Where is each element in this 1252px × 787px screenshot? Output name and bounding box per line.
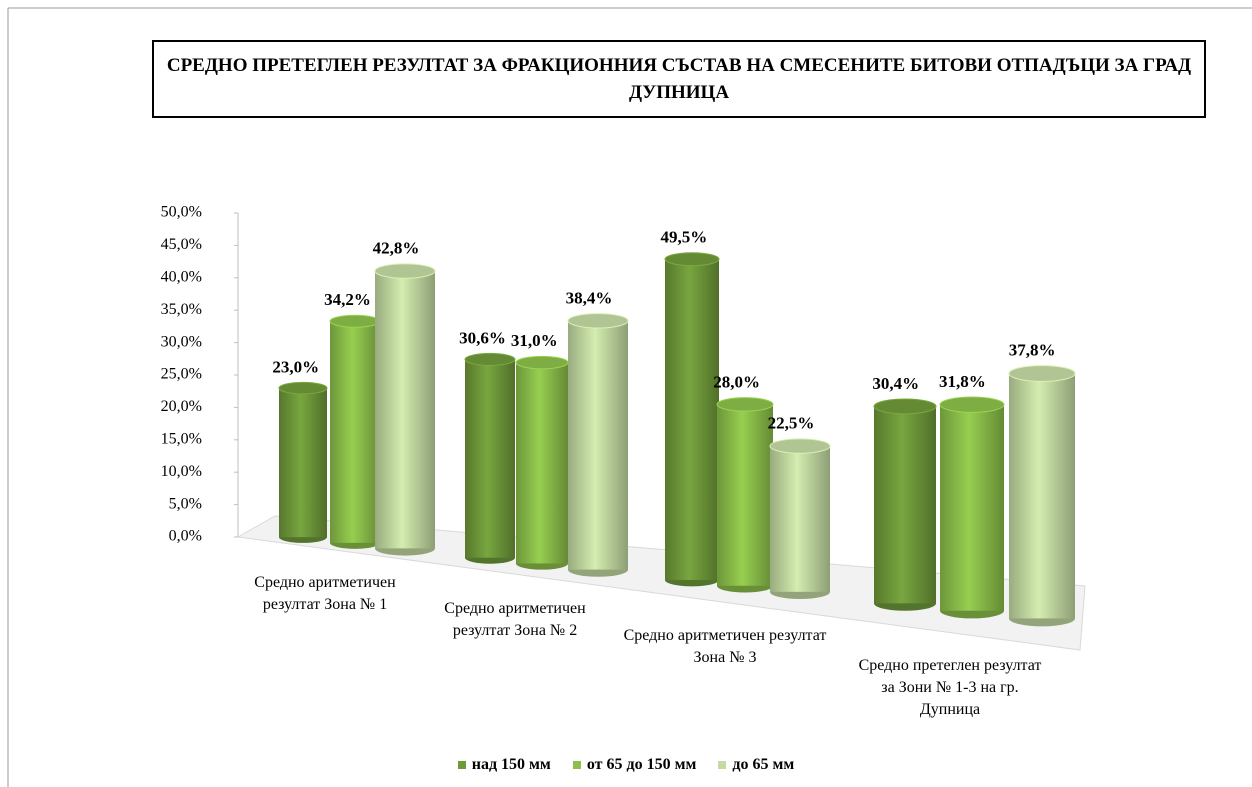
x-tick-label: Средно претеглен резултат за Зони № 1-3 …	[858, 657, 1042, 718]
value-label: 34,2%	[324, 290, 371, 309]
bar-top	[374, 263, 436, 279]
value-label: 23,0%	[272, 357, 319, 376]
y-tick-label: 5,0%	[169, 495, 202, 512]
value-label: 28,0%	[713, 373, 760, 392]
legend-label: до 65 мм	[732, 756, 795, 773]
y-tick-label: 10,0%	[161, 463, 202, 480]
x-tick-label: Средно аритметичен резултат Зона № 3	[623, 627, 827, 666]
legend-swatch	[457, 761, 466, 769]
y-tick-label: 30,0%	[161, 333, 202, 350]
bar	[665, 259, 719, 580]
y-tick-label: 35,0%	[161, 301, 202, 318]
value-label: 30,6%	[459, 328, 506, 347]
bar	[1009, 373, 1075, 619]
bar	[375, 271, 435, 549]
bar-top	[278, 381, 328, 395]
bar	[516, 362, 568, 564]
legend-swatch	[718, 761, 727, 769]
bar	[330, 321, 380, 543]
y-tick-label: 0,0%	[169, 528, 202, 545]
y-tick-label: 45,0%	[161, 236, 202, 253]
value-label: 38,4%	[566, 288, 613, 307]
value-label: 30,4%	[872, 374, 919, 393]
bar	[279, 388, 327, 538]
legend-label: от 65 до 150 мм	[586, 756, 697, 773]
bar	[874, 406, 936, 604]
bar	[770, 446, 830, 592]
bar-top	[769, 438, 831, 454]
value-label: 31,8%	[939, 372, 986, 391]
legend-item: от 65 до 150 мм	[572, 756, 697, 774]
bar-top	[1008, 365, 1076, 382]
bar-top	[464, 352, 516, 366]
bar-top	[939, 396, 1005, 413]
chart-title: СРЕДНО ПРЕТЕГЛЕН РЕЗУЛТАТ ЗА ФРАКЦИОННИЯ…	[152, 40, 1206, 118]
y-tick-label: 25,0%	[161, 366, 202, 383]
y-tick-label: 40,0%	[161, 268, 202, 285]
bar	[717, 404, 773, 586]
value-label: 31,0%	[511, 331, 558, 350]
legend-item: до 65 мм	[718, 756, 794, 774]
value-label: 42,8%	[373, 239, 420, 258]
y-tick-label: 50,0%	[161, 204, 202, 221]
value-label: 37,8%	[1009, 340, 1056, 359]
bar	[465, 359, 515, 558]
bar-top	[873, 398, 937, 415]
bar-top	[515, 355, 569, 370]
bar	[568, 320, 628, 570]
legend-label: над 150 мм	[471, 756, 551, 773]
legend-item: над 150 мм	[457, 756, 551, 774]
bar-top	[716, 397, 774, 412]
value-label: 49,5%	[661, 228, 708, 247]
bar	[940, 404, 1004, 611]
bar-top	[664, 252, 720, 267]
x-tick-label: Средно аритметичен резултат Зона № 1	[254, 574, 396, 613]
y-tick-label: 15,0%	[161, 430, 202, 447]
bar-top	[567, 313, 629, 329]
legend-swatch	[572, 761, 581, 769]
legend: над 150 мм от 65 до 150 мм до 65 мм	[0, 756, 1252, 774]
x-tick-label: Средно аритметичен резултат Зона № 2	[444, 600, 586, 639]
y-tick-label: 20,0%	[161, 398, 202, 415]
bar-top	[329, 314, 381, 328]
floor	[236, 515, 1086, 651]
value-label: 22,5%	[768, 414, 815, 433]
